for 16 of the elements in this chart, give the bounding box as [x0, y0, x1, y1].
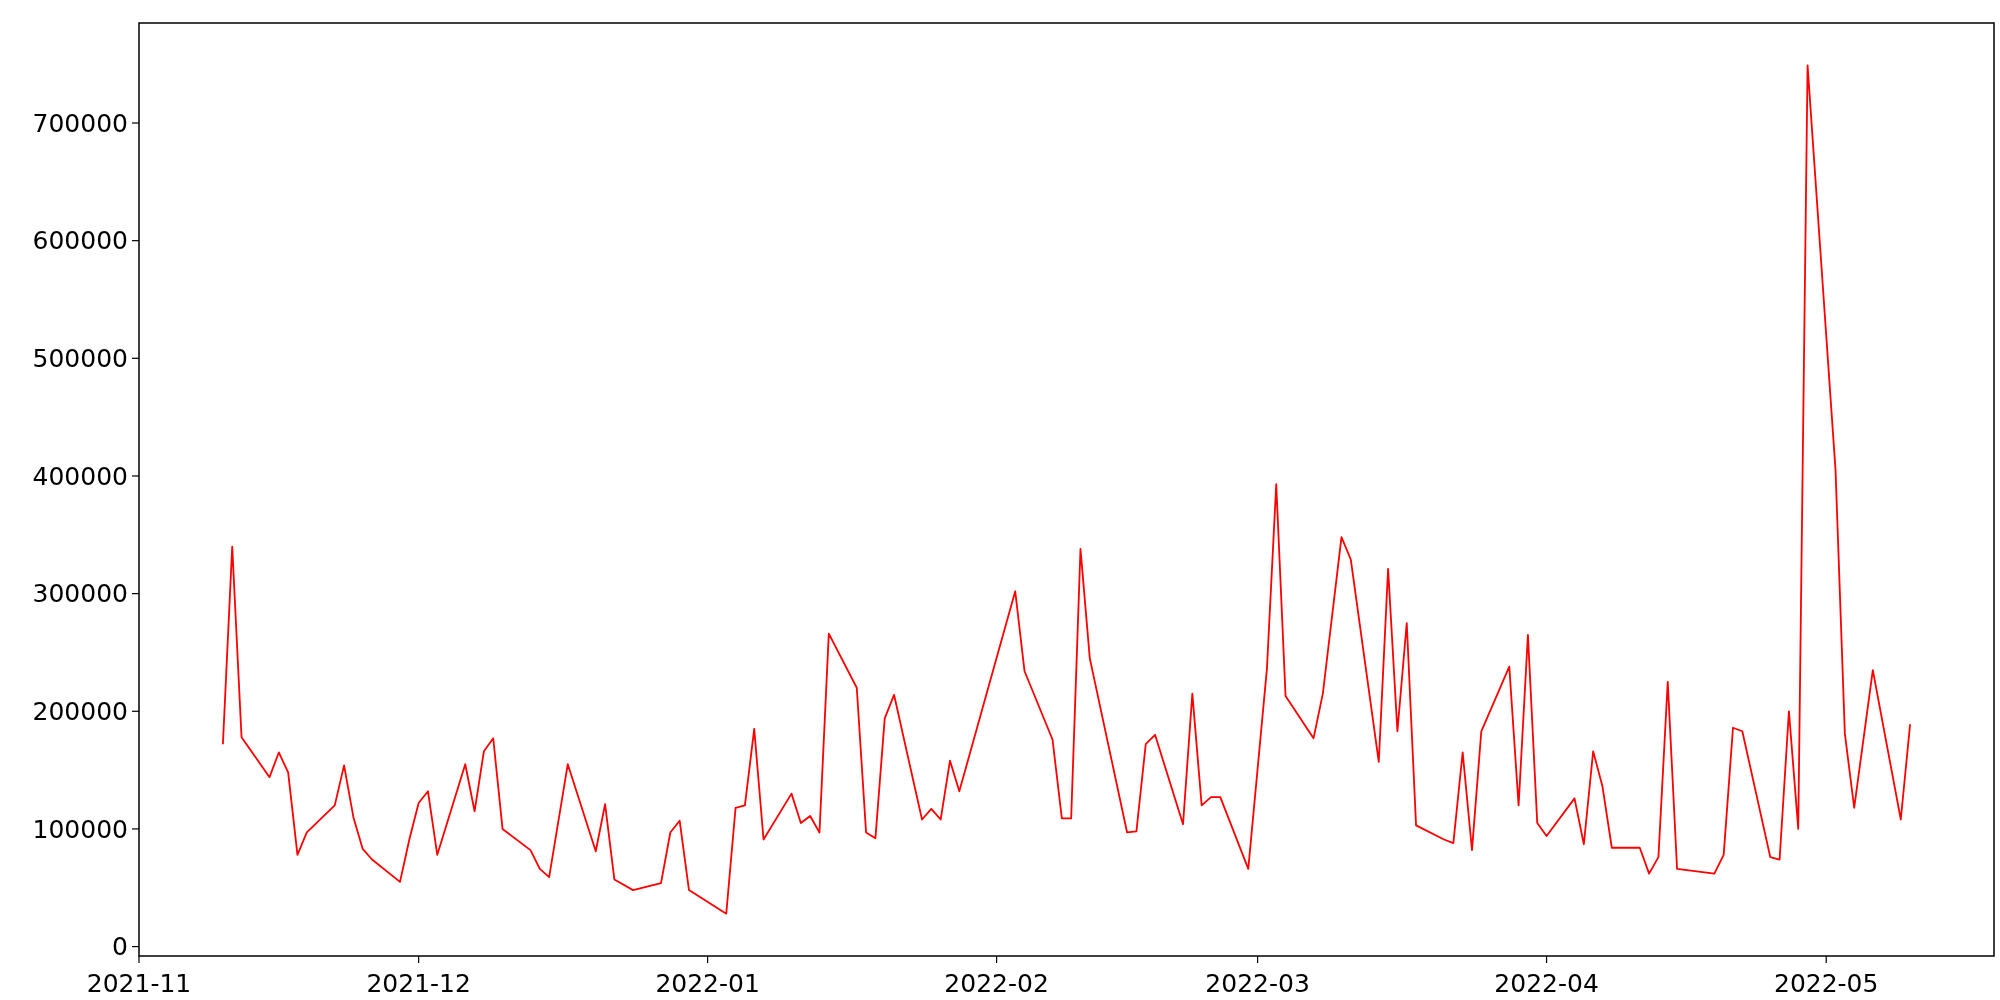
y-tick-label: 600000 — [32, 226, 128, 256]
x-tick-label: 2022-01 — [655, 969, 760, 998]
y-tick-label: 400000 — [32, 461, 128, 491]
x-tick-label: 2021-11 — [86, 969, 192, 998]
x-tick-label: 2022-03 — [1205, 969, 1310, 998]
y-tick-label: 100000 — [32, 814, 128, 844]
y-tick-label: 500000 — [32, 344, 128, 374]
x-tick-label: 2022-05 — [1773, 969, 1879, 998]
line-series — [221, 64, 1912, 915]
x-tick-label: 2022-04 — [1494, 969, 1599, 998]
y-tick-label: 0 — [112, 932, 128, 962]
y-tick-label: 700000 — [32, 108, 128, 138]
x-tick-label: 2022-02 — [944, 969, 1049, 998]
y-tick-label: 300000 — [32, 579, 128, 609]
x-tick-label: 2021-12 — [366, 969, 471, 998]
y-tick-label: 200000 — [32, 697, 128, 727]
